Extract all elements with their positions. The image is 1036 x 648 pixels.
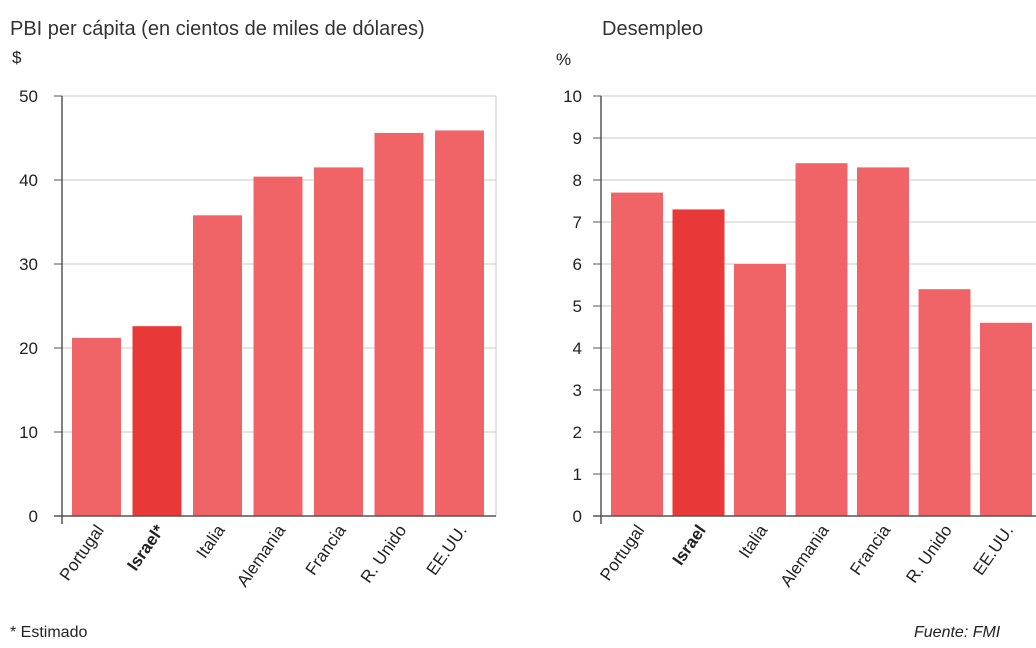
chart-1-y-tick-label: 30 [19,255,38,274]
chart-2-bar-ee-uu [980,322,1032,516]
chart-2-y-tick-label: 6 [573,255,582,274]
chart-1-bar-italia [193,215,242,516]
source-note: Fuente: FMI [914,624,1001,641]
chart-2-y-tick-label: 2 [573,423,582,442]
chart-2-title: Desempleo [602,18,704,40]
chart-1-y-tick-label: 20 [19,339,38,358]
chart-2-unit-label: % [556,50,572,69]
chart-2-x-tick-label: Francia [846,521,894,579]
chart-2-bar-portugal [611,192,663,516]
chart-1-bar-israel [132,326,182,516]
chart-2-x-tick-label: R. Unido [902,521,956,586]
chart-1-x-tick-label: Italia [193,521,229,562]
chart-2-y-tick-label: 5 [573,297,582,316]
chart-2-x-tick-label: Israel [669,521,710,568]
chart-1-x-tick-label: Alemania [233,521,290,590]
chart-1-unit-label: $ [12,48,22,67]
chart-1-title: PBI per cápita (en cientos de miles de d… [10,18,425,40]
chart-2-y-tick-label: 10 [563,87,582,106]
chart-1-y-tick-label: 0 [29,507,38,526]
chart-1-x-tick-label: Israel* [123,521,168,574]
chart-1-y-tick-label: 50 [19,87,38,106]
chart-1-bar-francia [314,167,363,516]
chart-1-bar-r-unido [374,132,424,516]
chart-2-bar-r-unido [918,289,971,516]
chart-2-y-tick-label: 1 [573,465,582,484]
chart-2-y-tick-label: 3 [573,381,582,400]
chart-1-bar-ee-uu [435,130,484,516]
chart-1-x-tick-label: Portugal [56,521,108,584]
chart-1-y-tick-label: 10 [19,423,38,442]
chart-2-bar-israel [672,209,725,516]
chart-1-bar-portugal [72,337,121,516]
chart-2-y-tick-label: 9 [573,129,582,148]
chart-2-y-tick-label: 8 [573,171,582,190]
chart-2-x-tick-label: Alemania [777,521,834,590]
chart-2-bar-francia [857,167,909,516]
chart-2-bar-italia [734,264,786,516]
chart-2-y-tick-label: 0 [573,507,582,526]
chart-2-x-tick-label: EE.UU. [969,521,1017,578]
chart-1-y-tick-label: 40 [19,171,38,190]
footnote: * Estimado [10,624,88,641]
chart-1-x-tick-label: EE.UU. [423,521,471,578]
chart-1-x-tick-label: R. Unido [357,521,411,586]
chart-2-x-tick-label: Italia [735,521,771,562]
chart-2-bar-alemania [795,163,848,516]
chart-1-x-tick-label: Francia [302,521,350,579]
chart-2-x-tick-label: Portugal [596,521,648,584]
chart-2-y-tick-label: 7 [573,213,582,232]
chart-1-bar-alemania [253,176,303,516]
chart-2-y-tick-label: 4 [573,339,582,358]
